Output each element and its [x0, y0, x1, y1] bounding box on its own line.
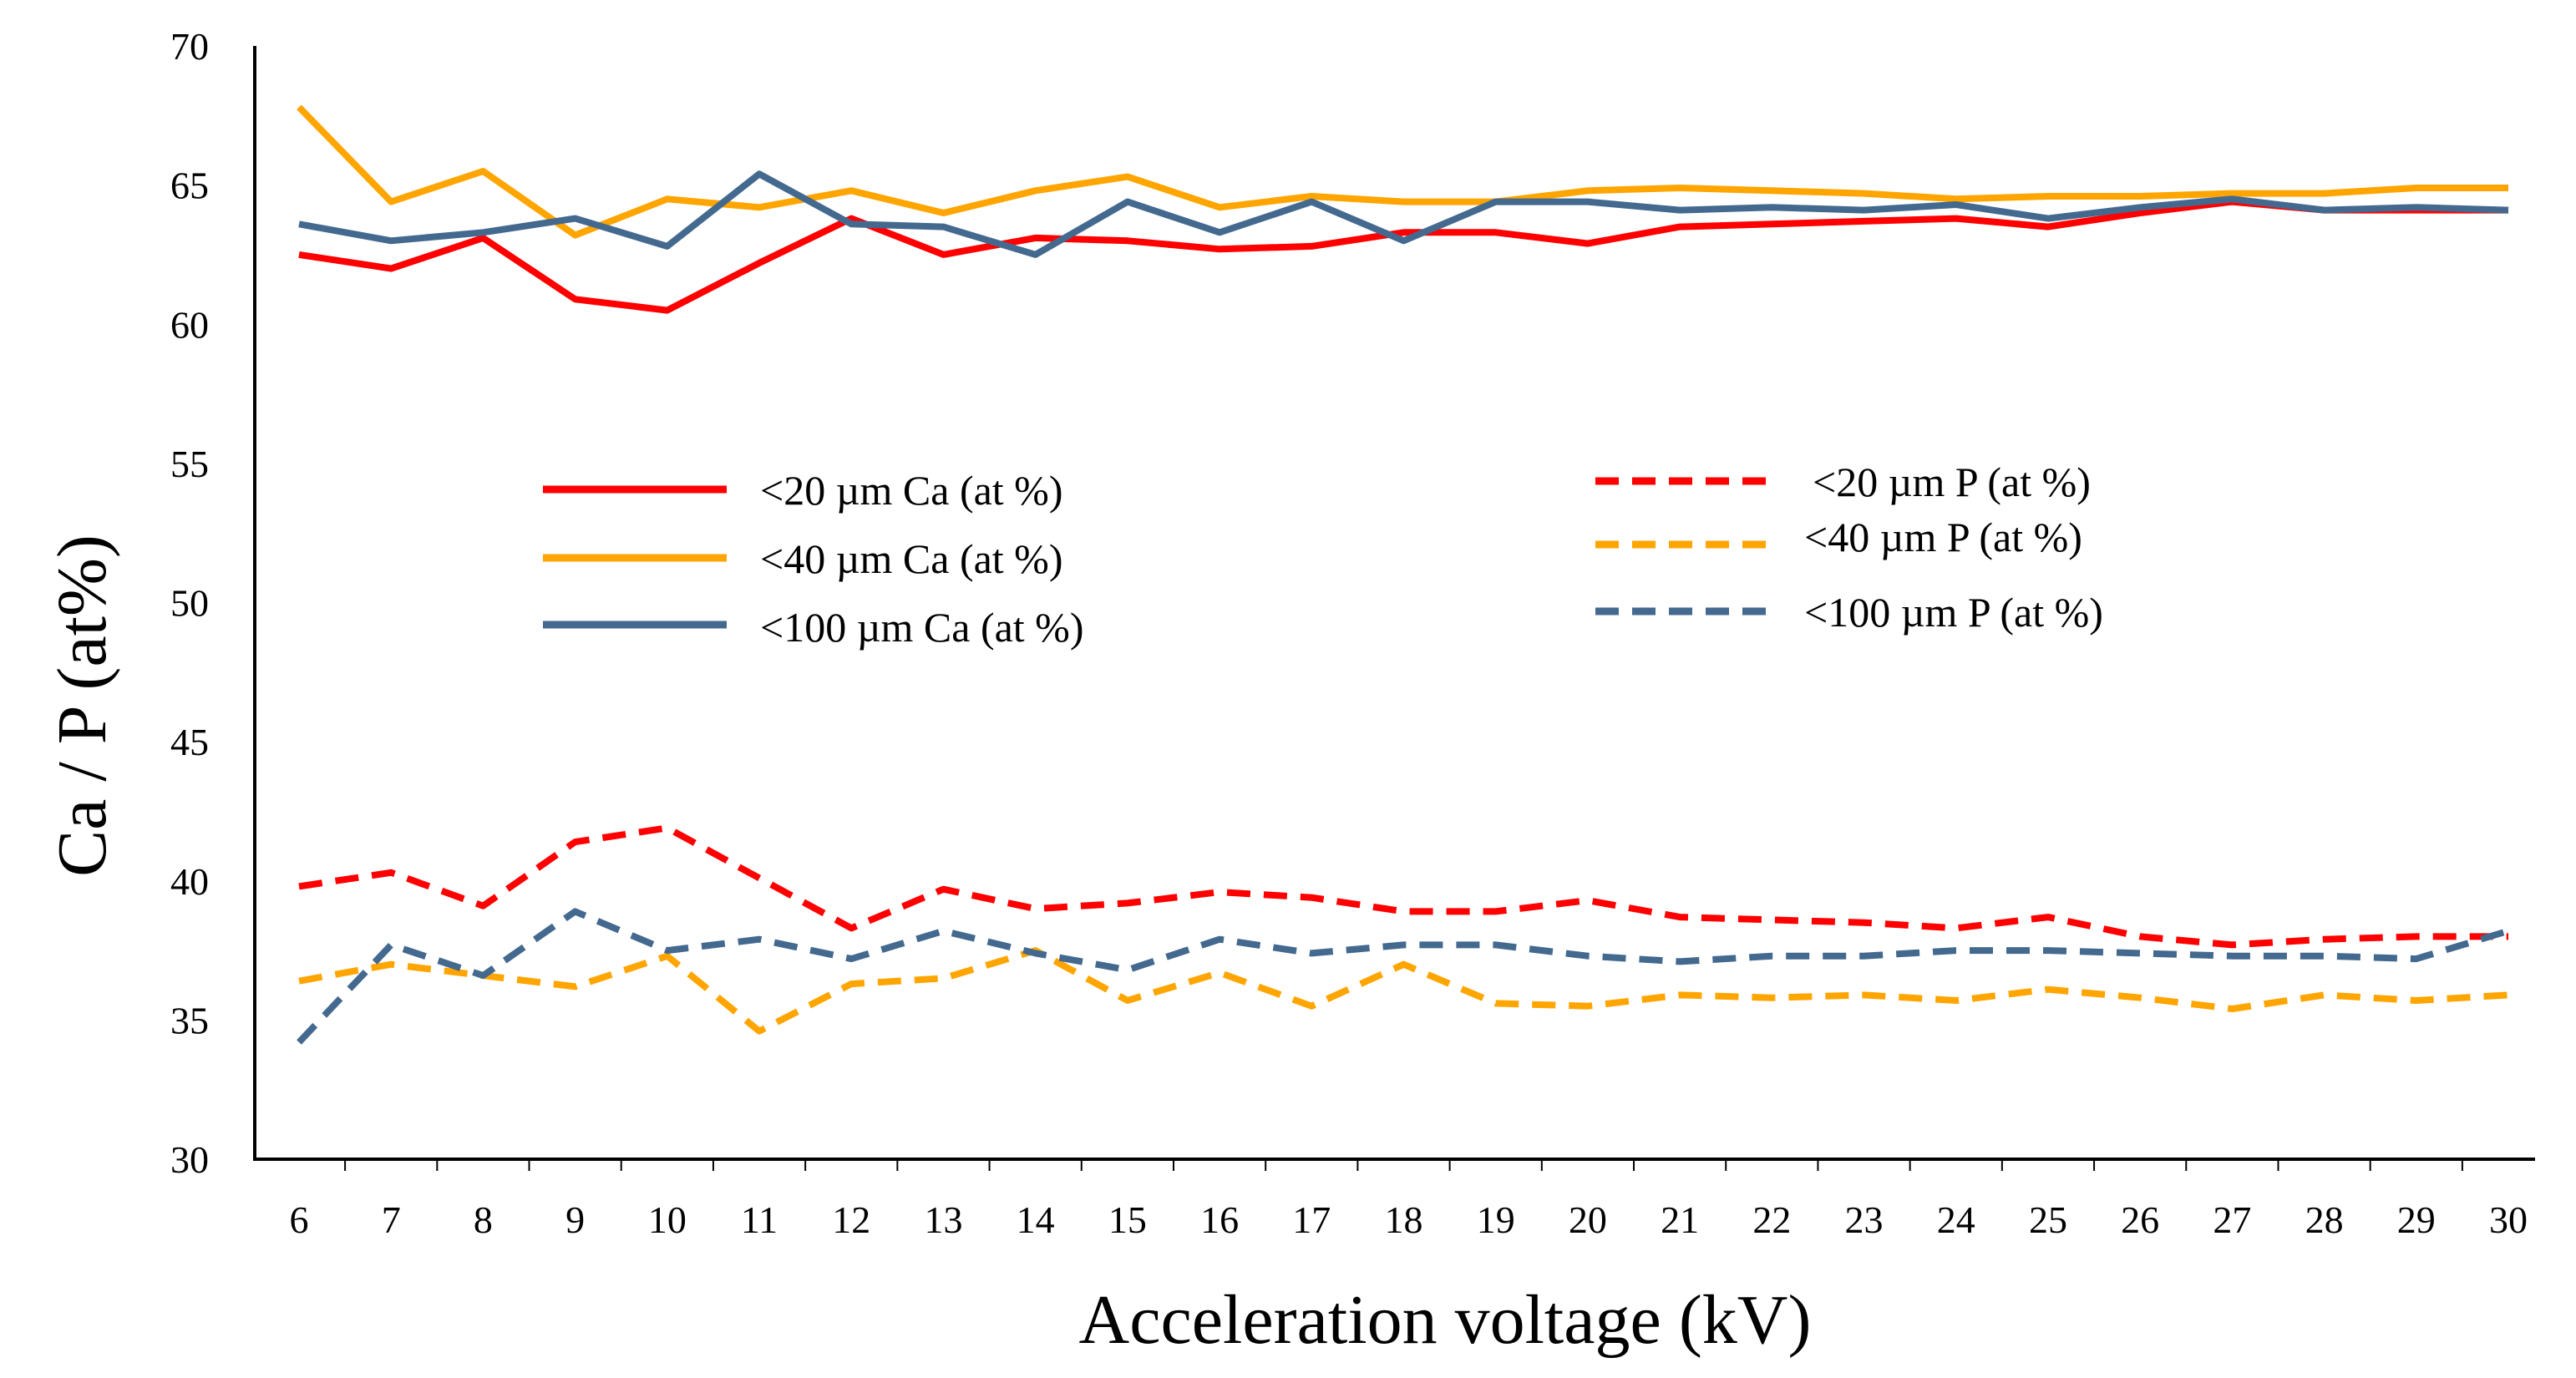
y-tick-label: 50 [170, 582, 209, 625]
x-tick-label: 11 [741, 1198, 778, 1241]
x-tick-label: 25 [2029, 1198, 2067, 1241]
axes: 30 35 40 45 50 55 60 65 70 6 7 8 9 10 11 12 13 14 15 16 17 18… [170, 25, 2535, 1241]
series-line-6 [297, 908, 2510, 1045]
series-line-4 [298, 824, 2508, 949]
y-tick-label: 60 [170, 303, 209, 346]
x-tick-label: 29 [2397, 1198, 2436, 1241]
x-tick-label: 22 [1752, 1198, 1791, 1241]
x-tick-label: 18 [1385, 1198, 1423, 1241]
legend-label-4: <20 µm P (at %) [1813, 458, 2091, 505]
x-tick-label: 16 [1200, 1198, 1239, 1241]
series-line-1 [298, 198, 2508, 314]
legend-label-1: <20 µm Ca (at %) [760, 467, 1062, 514]
x-tick-label: 15 [1108, 1198, 1147, 1241]
x-tick-label: 17 [1292, 1198, 1331, 1241]
legend-label-2: <40 µm Ca (at %) [760, 535, 1062, 582]
y-tick-label: 65 [170, 165, 209, 207]
x-tick-label: 26 [2121, 1198, 2159, 1241]
y-tick-label: 55 [170, 443, 209, 485]
x-tick-label: 6 [290, 1198, 309, 1241]
x-tick-label: 23 [1845, 1198, 1884, 1241]
x-tick-label: 10 [648, 1198, 687, 1241]
x-tick-label: 21 [1661, 1198, 1699, 1241]
x-tick-label: 28 [2305, 1198, 2344, 1241]
series-line-2 [297, 104, 2508, 239]
legend-label-6: <100 µm P (at %) [1804, 589, 2103, 636]
x-tick-label: 9 [565, 1198, 585, 1241]
y-tick-label: 70 [170, 25, 209, 68]
legend-label-3: <100 µm Ca (at %) [760, 604, 1083, 651]
x-tick-label: 13 [924, 1198, 962, 1241]
x-tick-label: 20 [1569, 1198, 1607, 1241]
y-tick-label: 30 [170, 1138, 209, 1181]
y-tick-label: 40 [170, 860, 209, 903]
x-tick-label: 30 [2489, 1198, 2528, 1241]
x-axis-title: Acceleration voltage (kV) [1079, 1281, 1812, 1359]
x-tick-label: 19 [1477, 1198, 1515, 1241]
legend-label-5: <40 µm P (at %) [1804, 514, 2082, 560]
x-tick-label: 24 [1937, 1198, 1975, 1241]
x-tick-label: 14 [1017, 1198, 1055, 1241]
x-tick-label: 12 [832, 1198, 870, 1241]
x-tick-label: 27 [2213, 1198, 2251, 1241]
y-axis-title: Ca / P (at%) [43, 534, 121, 877]
series-layer [297, 104, 2510, 1045]
x-tick-label: 8 [474, 1198, 493, 1241]
x-tick-label: 7 [382, 1198, 401, 1241]
y-tick-label: 45 [170, 721, 209, 763]
legend: <20 µm Ca (at %) <40 µm Ca (at %) <100 µm … [543, 458, 2103, 651]
y-tick-label: 35 [170, 999, 209, 1041]
series-line-3 [298, 170, 2509, 258]
series-line-5 [298, 947, 2509, 1035]
